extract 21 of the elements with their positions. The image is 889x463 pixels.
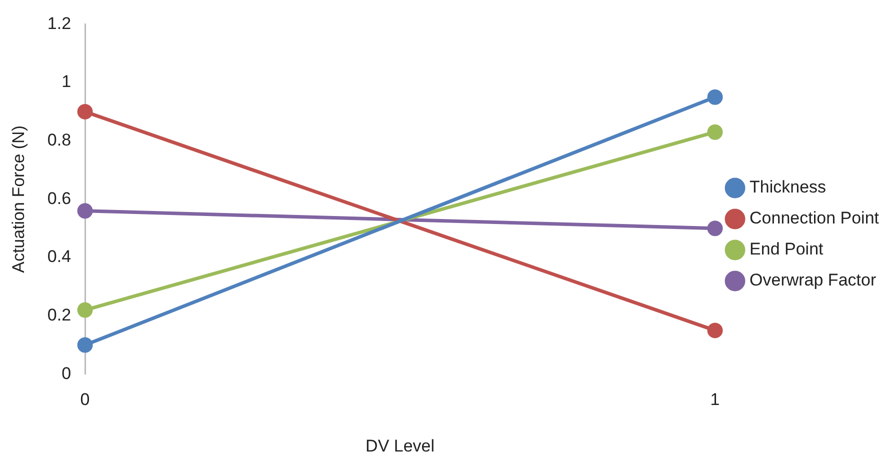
- point: [77, 203, 93, 219]
- y-tick-label: 0: [62, 364, 72, 383]
- point: [707, 220, 723, 236]
- legend-label: Thickness: [750, 178, 826, 197]
- point: [707, 124, 723, 140]
- y-tick-label: 0.8: [47, 130, 72, 150]
- y-tick-label: 0.6: [47, 188, 72, 208]
- point: [77, 337, 93, 353]
- y-tick-label: 0.2: [47, 306, 72, 325]
- y-axis-title: Actuation Force (N): [8, 126, 28, 273]
- y-tick-label: 1.2: [47, 14, 72, 33]
- point: [77, 302, 93, 318]
- legend-label: End Point: [750, 240, 824, 259]
- point: [707, 89, 723, 105]
- legend-label: Connection Point: [750, 208, 880, 228]
- y-tick-label: 1: [62, 72, 72, 92]
- legend-label: Overwrap Factor: [750, 270, 876, 290]
- x-axis-title: DV Level: [366, 436, 435, 456]
- point: [707, 322, 723, 338]
- y-tick-label: 0.4: [47, 247, 72, 266]
- point: [77, 104, 93, 120]
